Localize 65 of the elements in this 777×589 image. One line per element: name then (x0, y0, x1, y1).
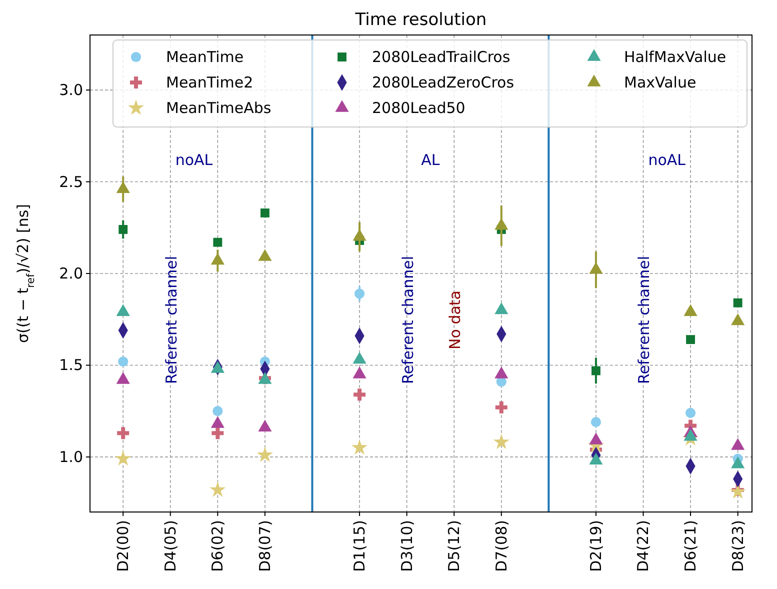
y-tick-label: 1.0 (59, 448, 83, 466)
chart-title: Time resolution (354, 10, 487, 30)
point (258, 420, 272, 432)
x-tick-label: D6(21) (682, 520, 700, 572)
legend-label: 2080Lead50 (372, 99, 466, 117)
legend-label: MaxValue (624, 74, 696, 92)
point (256, 446, 273, 462)
point (260, 208, 270, 218)
legend-label: 2080LeadTrailCros (372, 48, 510, 66)
point (352, 439, 368, 455)
annotation: AL (421, 151, 440, 169)
legend-label: MeanTimeAbs (166, 99, 272, 117)
point (116, 372, 130, 384)
y-tick-label: 2.0 (59, 264, 83, 282)
point (115, 450, 132, 466)
point (590, 417, 602, 428)
annotation: Referent channel (398, 256, 417, 384)
point (354, 288, 365, 299)
annotation: Referent channel (635, 256, 654, 384)
y-tick-label: 1.5 (59, 356, 83, 374)
legend-label: HalfMaxValue (624, 48, 726, 66)
point (352, 366, 366, 378)
point (210, 482, 226, 497)
annotation: No data (446, 290, 464, 350)
point (352, 352, 366, 364)
point (210, 361, 224, 373)
point (589, 452, 603, 465)
point (494, 366, 508, 378)
annotation: Referent channel (162, 256, 180, 384)
annotation: noAL (175, 151, 214, 169)
point (731, 438, 745, 450)
x-tick-label: D7(08) (492, 520, 510, 572)
point (733, 298, 742, 308)
x-tick-label: D2(00) (114, 520, 132, 572)
point (210, 416, 224, 428)
point (354, 388, 366, 401)
y-tick-label: 3.0 (59, 81, 83, 100)
point (685, 408, 696, 418)
point (591, 366, 600, 376)
legend-label: 2080LeadZeroCros (372, 74, 514, 92)
point (212, 406, 223, 416)
point (686, 335, 695, 344)
x-tick-label: D4(05) (161, 520, 180, 572)
x-tick-label: D1(15) (350, 520, 369, 572)
point (213, 238, 222, 247)
point (495, 401, 508, 414)
point (731, 456, 745, 468)
point (117, 427, 130, 440)
y-tick-label: 2.5 (59, 172, 83, 191)
x-tick-label: D8(07) (256, 520, 274, 572)
x-tick-label: D8(23) (728, 520, 747, 572)
legend-label: MeanTime (166, 48, 244, 66)
point (589, 432, 603, 444)
x-tick-label: D5(12) (445, 520, 464, 572)
point (118, 224, 128, 234)
x-tick-label: D6(02) (208, 520, 227, 572)
x-tick-label: D3(10) (398, 520, 416, 572)
x-tick-label: D4(22) (634, 520, 652, 572)
point (212, 427, 224, 440)
point (493, 434, 510, 450)
legend-label: MeanTime2 (166, 74, 254, 92)
annotation: noAL (648, 151, 686, 169)
point (684, 428, 698, 441)
x-tick-label: D2(19) (586, 520, 605, 572)
point (118, 356, 128, 367)
